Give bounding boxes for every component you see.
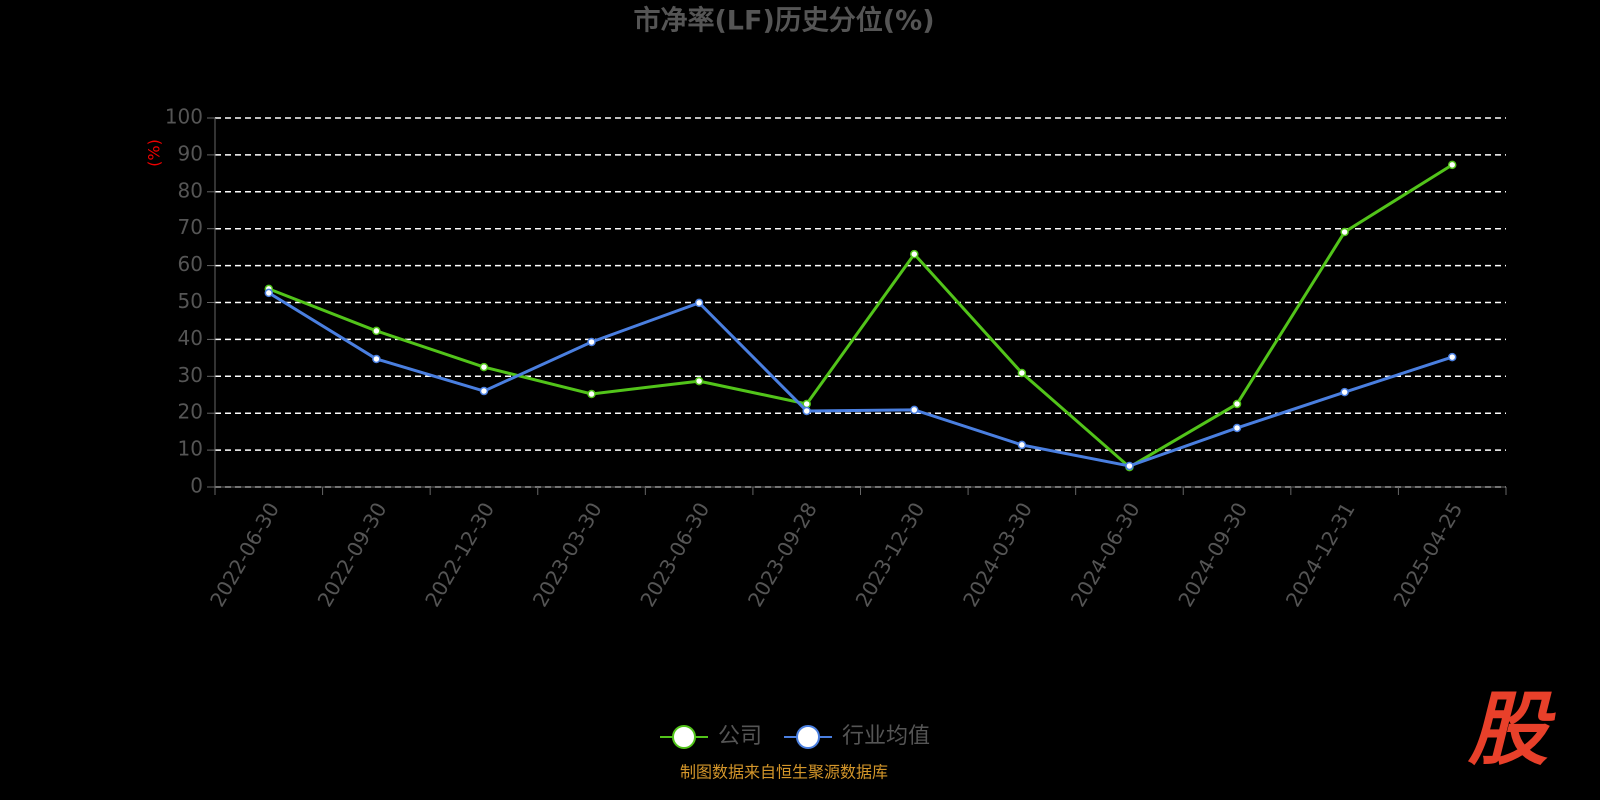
- y-tick-label: 10: [178, 437, 203, 461]
- chart-title: 市净率(LF)历史分位(%): [633, 5, 934, 37]
- point: [1017, 440, 1027, 450]
- point: [372, 326, 381, 336]
- x-tick-label: 2022-06-30: [205, 498, 284, 611]
- point: [372, 354, 381, 364]
- x-tick-label: 2024-09-30: [1173, 498, 1252, 611]
- legend-marker: [796, 725, 821, 749]
- y-axis-label: (%): [145, 139, 164, 167]
- point: [264, 288, 274, 298]
- point: [479, 386, 489, 396]
- point: [694, 298, 704, 308]
- point: [1232, 423, 1242, 433]
- point: [910, 405, 919, 415]
- point: [1340, 387, 1349, 397]
- x-tick-label: 2024-03-30: [958, 498, 1037, 611]
- point: [479, 362, 489, 372]
- point: [587, 337, 596, 347]
- y-tick-label: 40: [178, 326, 203, 350]
- y-tick-label: 60: [178, 252, 203, 276]
- point: [1232, 399, 1242, 409]
- point: [802, 406, 811, 416]
- y-tick-label: 30: [178, 363, 203, 387]
- point: [1125, 461, 1134, 471]
- source-note: 制图数据来自恒生聚源数据库: [680, 763, 888, 782]
- x-tick-label: 2024-06-30: [1066, 498, 1145, 611]
- y-tick-label: 70: [178, 215, 203, 239]
- y-tick-label: 0: [190, 474, 203, 498]
- point: [694, 376, 704, 386]
- x-tick-label: 2025-04-25: [1388, 498, 1467, 611]
- y-tick-label: 100: [165, 105, 203, 129]
- y-tick-label: 20: [178, 400, 203, 424]
- y-tick-label: 90: [178, 141, 203, 165]
- point: [587, 389, 596, 399]
- x-tick-label: 2022-09-30: [313, 498, 392, 611]
- x-tick-label: 2023-09-28: [743, 498, 822, 611]
- x-tick-label: 2022-12-30: [420, 498, 499, 611]
- legend-label: 行业均值: [842, 724, 930, 749]
- legend-label: 公司: [718, 724, 762, 749]
- series-line: [268, 291, 1453, 468]
- x-tick-label: 2023-06-30: [635, 498, 714, 611]
- point: [910, 249, 919, 259]
- point: [1340, 227, 1349, 237]
- y-tick-label: 80: [178, 178, 203, 202]
- y-tick-label: 50: [178, 289, 203, 313]
- x-tick-label: 2024-12-31: [1281, 498, 1360, 611]
- x-tick-label: 2023-12-30: [850, 498, 929, 611]
- x-tick-label: 2023-03-30: [528, 498, 607, 611]
- legend-marker: [672, 725, 696, 749]
- point: [1447, 160, 1457, 170]
- logo: 股: [1467, 683, 1556, 776]
- point: [1447, 352, 1457, 362]
- series-line: [268, 163, 1454, 469]
- point: [1017, 368, 1027, 378]
